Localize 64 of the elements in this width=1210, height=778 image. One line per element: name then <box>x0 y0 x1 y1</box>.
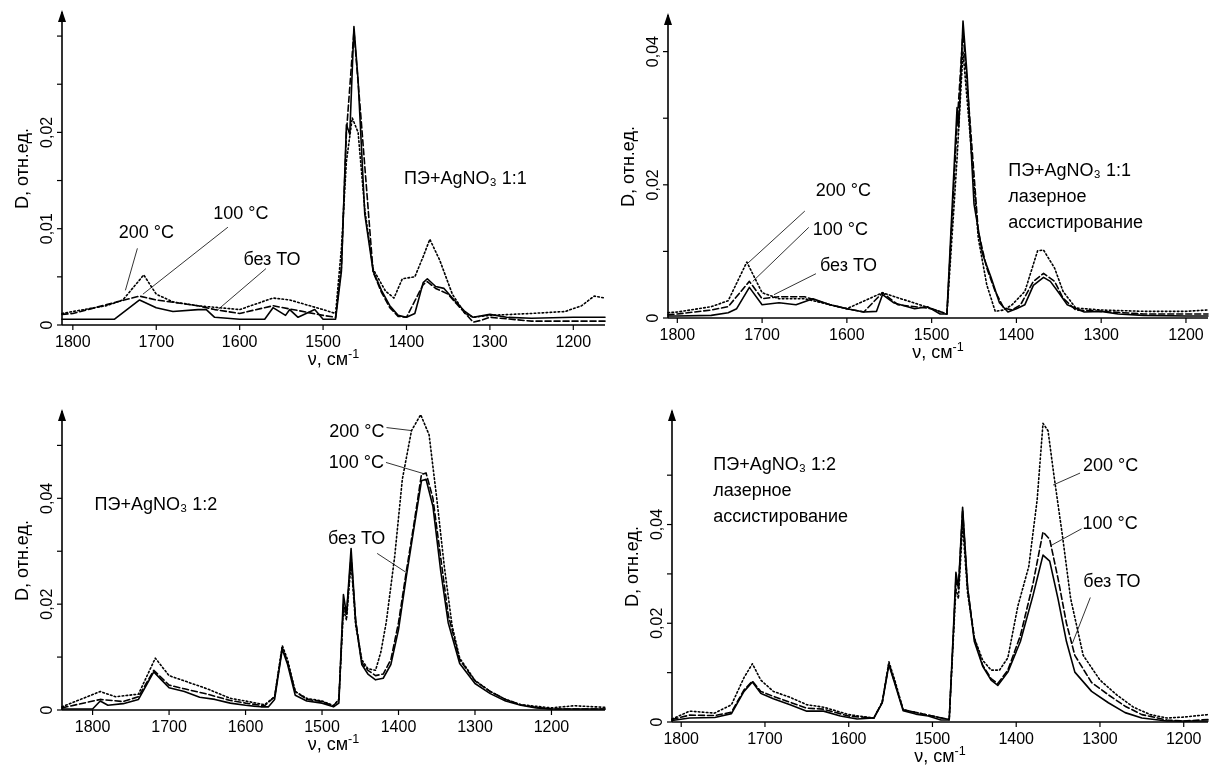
x-tick-label: 1200 <box>1165 730 1202 747</box>
x-axis-title: ν, см$^{-1}$ <box>914 744 966 766</box>
x-tick-label: 1300 <box>1082 730 1118 747</box>
annotation: 200 °C <box>815 180 872 201</box>
annotation: 100 °C <box>1082 512 1138 533</box>
y-tick-label: 0 <box>38 705 55 715</box>
x-tick-label: 1800 <box>663 730 700 747</box>
y-tick-label: 0,02 <box>38 588 55 620</box>
y-tick-label: 0,02 <box>644 169 661 201</box>
x-tick-label: 1500 <box>305 333 341 350</box>
y-tick-label: 0,02 <box>648 607 665 639</box>
annotation: ПЭ+AgNO₃ 1:2 <box>94 493 218 514</box>
x-axis-title: ν, см$^{-1}$ <box>307 347 360 369</box>
x-tick-label: 1400 <box>380 718 417 735</box>
y-tick-label: 0,04 <box>644 35 661 68</box>
x-tick-label: 1600 <box>830 730 867 747</box>
x-tick-label: 1200 <box>533 718 570 735</box>
x-axis-title: ν, см$^{-1}$ <box>307 732 360 754</box>
x-tick-label: 1400 <box>998 730 1035 747</box>
y-axis-title: D, отн.ед. <box>618 126 638 207</box>
y-tick-label: 0,04 <box>38 482 55 514</box>
x-tick-label: 1300 <box>457 718 493 735</box>
x-tick-label: 1400 <box>388 333 425 350</box>
y-tick-label: 0 <box>648 717 665 727</box>
x-tick-label: 1600 <box>829 326 865 343</box>
x-tick-label: 1800 <box>659 326 696 343</box>
annotation: 200 °C <box>329 420 385 441</box>
x-tick-label: 1700 <box>138 333 175 350</box>
x-tick-label: 1500 <box>304 718 340 735</box>
annotation: без ТО <box>819 254 878 275</box>
x-tick-label: 1300 <box>1083 326 1120 343</box>
annotation: без ТО <box>327 528 386 549</box>
annotation: ПЭ+AgNO₃ 1:2 лазерное ассистирование <box>713 453 849 526</box>
annotation: без ТО <box>1083 570 1141 591</box>
x-tick-label: 1300 <box>472 333 508 350</box>
x-tick-label: 1800 <box>74 718 111 735</box>
y-tick-label: 0,04 <box>648 508 665 541</box>
x-tick-label: 1500 <box>914 730 951 747</box>
y-axis-title: D, отн.ед. <box>12 520 32 601</box>
annotation: без ТО <box>243 248 301 269</box>
x-tick-label: 1400 <box>998 326 1035 343</box>
x-tick-label: 1700 <box>744 326 780 343</box>
x-tick-label: 1500 <box>913 326 950 343</box>
annotation: 200 °C <box>1083 455 1139 476</box>
y-tick-label: 0 <box>38 320 55 330</box>
x-tick-label: 1200 <box>1168 326 1204 343</box>
annotation: ПЭ+AgNO₃ 1:1 лазерное ассистирование <box>1008 159 1143 232</box>
annotation: 100 °C <box>213 203 269 224</box>
x-axis-title: ν, см$^{-1}$ <box>912 340 964 362</box>
y-tick-label: 0 <box>644 313 661 323</box>
x-tick-label: 1200 <box>555 333 592 350</box>
y-axis-title: D, отн.ед. <box>12 128 32 209</box>
x-tick-label: 1700 <box>151 718 187 735</box>
x-tick-label: 1600 <box>221 333 258 350</box>
y-tick-label: 0,01 <box>38 213 55 245</box>
annotation: 100 °C <box>812 219 869 240</box>
y-axis-title: D, отн.ед. <box>622 526 642 607</box>
annotation: 100 °C <box>328 452 384 473</box>
y-tick-label: 0,02 <box>38 116 55 148</box>
annotation: ПЭ+AgNO₃ 1:1 <box>404 167 527 188</box>
x-tick-label: 1600 <box>227 718 264 735</box>
x-tick-label: 1800 <box>55 333 91 350</box>
annotation: 200 °C <box>118 222 175 243</box>
x-tick-label: 1700 <box>747 730 783 747</box>
